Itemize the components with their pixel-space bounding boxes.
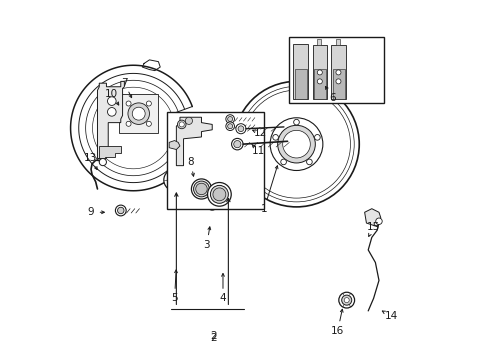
Circle shape — [146, 101, 151, 106]
Polygon shape — [364, 209, 380, 226]
Circle shape — [203, 138, 224, 158]
Text: 12: 12 — [253, 129, 267, 138]
Polygon shape — [332, 69, 344, 99]
Circle shape — [235, 124, 245, 134]
Circle shape — [212, 188, 225, 201]
Circle shape — [233, 81, 359, 207]
Circle shape — [317, 70, 322, 75]
Circle shape — [177, 120, 185, 129]
Bar — [119, 94, 158, 134]
Circle shape — [210, 185, 228, 203]
Circle shape — [107, 108, 116, 116]
Circle shape — [317, 79, 322, 84]
Text: 9: 9 — [87, 207, 93, 217]
Circle shape — [306, 159, 312, 165]
Text: 11: 11 — [252, 146, 265, 156]
Circle shape — [207, 183, 231, 206]
Text: 16: 16 — [330, 325, 344, 336]
Circle shape — [233, 140, 241, 148]
Polygon shape — [169, 140, 180, 149]
Circle shape — [280, 159, 286, 165]
Text: 15: 15 — [366, 222, 380, 231]
Polygon shape — [176, 117, 212, 166]
Circle shape — [99, 158, 106, 166]
Circle shape — [293, 120, 299, 125]
Circle shape — [185, 117, 192, 125]
Circle shape — [225, 122, 234, 131]
Circle shape — [375, 218, 382, 225]
Circle shape — [132, 107, 145, 120]
Circle shape — [231, 138, 243, 150]
Text: 3: 3 — [203, 239, 210, 249]
Polygon shape — [294, 69, 306, 99]
Circle shape — [128, 103, 149, 125]
Text: 6: 6 — [328, 93, 335, 103]
Text: 5: 5 — [171, 293, 178, 303]
Text: 8: 8 — [187, 157, 194, 167]
Circle shape — [171, 176, 178, 184]
Circle shape — [335, 70, 340, 75]
Circle shape — [225, 115, 234, 123]
Circle shape — [207, 200, 217, 210]
Circle shape — [335, 79, 340, 84]
Circle shape — [218, 181, 231, 194]
Polygon shape — [292, 44, 307, 99]
Circle shape — [195, 183, 207, 195]
Circle shape — [198, 132, 230, 164]
Circle shape — [220, 183, 228, 192]
Text: 4: 4 — [219, 293, 226, 303]
Circle shape — [338, 292, 354, 308]
Polygon shape — [335, 40, 339, 45]
Circle shape — [115, 205, 126, 216]
Circle shape — [191, 179, 211, 199]
Circle shape — [126, 121, 131, 126]
Circle shape — [163, 169, 185, 191]
Circle shape — [314, 135, 320, 140]
Circle shape — [282, 130, 310, 158]
Circle shape — [190, 125, 237, 171]
Polygon shape — [316, 40, 321, 45]
Circle shape — [227, 117, 232, 122]
Circle shape — [107, 97, 116, 105]
Circle shape — [272, 135, 278, 140]
Polygon shape — [314, 69, 325, 99]
Polygon shape — [99, 146, 121, 158]
Circle shape — [238, 126, 244, 132]
Circle shape — [179, 122, 184, 127]
Circle shape — [209, 202, 215, 208]
Text: 1: 1 — [261, 204, 267, 214]
Circle shape — [341, 295, 351, 305]
Text: 10: 10 — [105, 89, 118, 99]
Text: 7: 7 — [121, 78, 127, 88]
Circle shape — [269, 118, 322, 171]
Circle shape — [277, 125, 315, 163]
Polygon shape — [312, 45, 326, 99]
Text: 14: 14 — [384, 311, 397, 321]
Polygon shape — [330, 45, 345, 99]
Text: 2: 2 — [210, 331, 217, 341]
Circle shape — [227, 124, 232, 129]
Circle shape — [117, 207, 124, 214]
Text: 13: 13 — [83, 153, 97, 163]
Circle shape — [344, 298, 348, 303]
Circle shape — [167, 173, 182, 187]
Circle shape — [193, 181, 209, 197]
Circle shape — [146, 121, 151, 126]
Polygon shape — [97, 81, 124, 158]
Circle shape — [126, 101, 131, 106]
Text: 2: 2 — [210, 333, 217, 343]
Bar — [289, 37, 384, 103]
Bar — [167, 112, 264, 209]
